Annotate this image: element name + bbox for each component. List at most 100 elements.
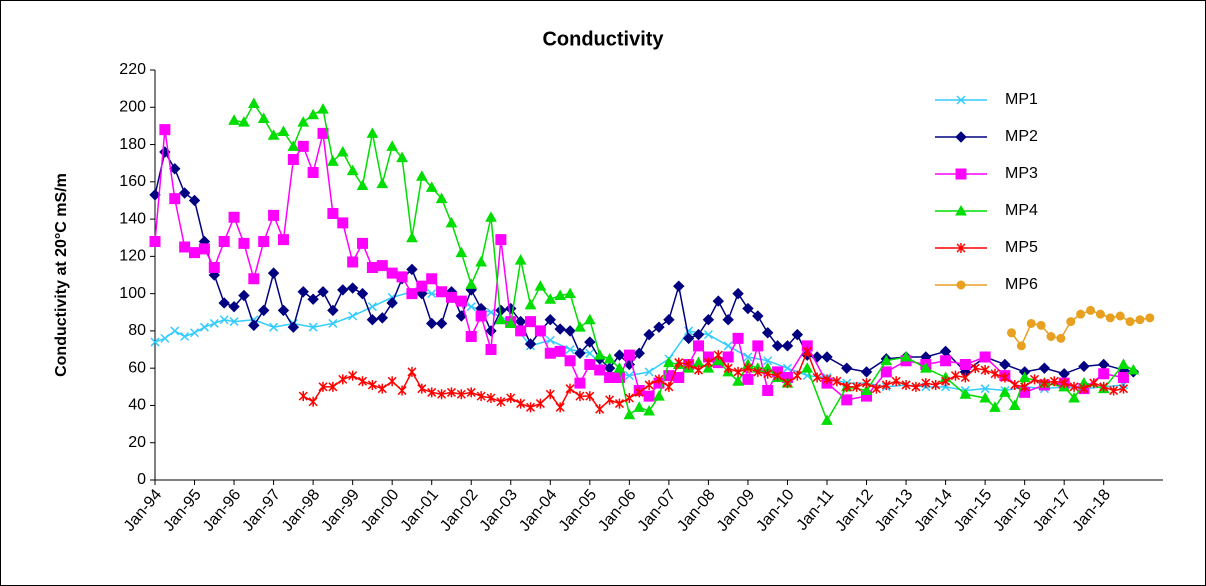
marker bbox=[445, 291, 457, 303]
marker bbox=[623, 408, 636, 420]
legend-label: MP6 bbox=[1005, 276, 1038, 293]
marker bbox=[208, 262, 220, 274]
marker bbox=[159, 124, 171, 136]
marker bbox=[1066, 317, 1076, 327]
y-tick-label: 80 bbox=[128, 322, 146, 339]
marker bbox=[436, 286, 448, 298]
marker bbox=[702, 362, 715, 373]
marker bbox=[396, 271, 408, 283]
marker bbox=[425, 181, 438, 192]
y-tick-label: 120 bbox=[119, 248, 146, 265]
marker bbox=[960, 372, 970, 383]
marker bbox=[268, 209, 280, 221]
marker bbox=[644, 379, 654, 390]
marker bbox=[287, 153, 299, 165]
marker bbox=[1115, 311, 1125, 321]
marker bbox=[445, 216, 458, 228]
marker bbox=[169, 193, 181, 205]
marker bbox=[416, 280, 428, 292]
marker bbox=[634, 387, 644, 398]
marker bbox=[1036, 320, 1046, 330]
marker bbox=[407, 366, 417, 377]
marker bbox=[367, 302, 377, 312]
marker bbox=[564, 355, 576, 367]
marker bbox=[643, 390, 655, 402]
marker bbox=[376, 177, 389, 189]
marker bbox=[684, 359, 694, 370]
legend-marker bbox=[956, 280, 966, 290]
marker bbox=[999, 358, 1011, 371]
marker bbox=[466, 387, 476, 398]
marker bbox=[189, 328, 200, 338]
marker bbox=[623, 349, 635, 361]
marker bbox=[1026, 318, 1036, 328]
marker bbox=[348, 311, 358, 321]
marker bbox=[822, 374, 832, 385]
marker bbox=[554, 345, 566, 357]
legend-label: MP3 bbox=[1005, 165, 1038, 182]
marker bbox=[1068, 391, 1080, 403]
marker bbox=[1089, 378, 1099, 389]
marker bbox=[921, 378, 931, 389]
marker bbox=[654, 374, 664, 385]
marker bbox=[821, 414, 833, 425]
marker bbox=[525, 316, 537, 328]
marker bbox=[297, 116, 310, 127]
marker bbox=[753, 366, 763, 377]
marker bbox=[554, 289, 567, 300]
marker bbox=[417, 383, 427, 394]
marker bbox=[959, 388, 972, 399]
marker bbox=[802, 371, 812, 381]
marker bbox=[871, 383, 881, 394]
marker bbox=[466, 302, 476, 312]
marker bbox=[743, 352, 753, 362]
marker bbox=[376, 312, 389, 324]
marker bbox=[613, 372, 625, 383]
marker bbox=[614, 398, 625, 409]
marker bbox=[1069, 381, 1079, 392]
marker bbox=[565, 345, 575, 355]
y-tick-label: 60 bbox=[128, 359, 146, 376]
marker bbox=[970, 363, 980, 374]
marker bbox=[307, 293, 319, 305]
marker bbox=[643, 328, 655, 341]
marker bbox=[979, 351, 991, 363]
marker bbox=[406, 263, 418, 276]
marker bbox=[426, 273, 438, 285]
marker bbox=[425, 317, 438, 330]
marker bbox=[901, 379, 911, 390]
marker bbox=[979, 391, 991, 403]
marker bbox=[427, 387, 437, 398]
marker bbox=[346, 164, 359, 176]
marker bbox=[959, 358, 971, 370]
marker bbox=[585, 391, 595, 402]
legend-marker bbox=[955, 204, 967, 216]
marker bbox=[356, 287, 369, 300]
marker bbox=[703, 357, 713, 368]
marker bbox=[555, 402, 565, 413]
marker bbox=[1008, 399, 1021, 410]
marker bbox=[366, 127, 379, 138]
marker bbox=[732, 332, 744, 344]
marker bbox=[763, 368, 773, 379]
marker bbox=[189, 247, 201, 259]
marker bbox=[663, 314, 675, 326]
marker bbox=[653, 321, 665, 333]
marker bbox=[722, 351, 734, 363]
marker bbox=[752, 310, 764, 322]
marker bbox=[456, 389, 466, 400]
marker bbox=[366, 262, 378, 274]
marker bbox=[228, 114, 240, 125]
marker bbox=[516, 398, 526, 409]
marker bbox=[219, 315, 229, 325]
marker bbox=[346, 282, 359, 294]
marker bbox=[149, 235, 161, 247]
marker bbox=[999, 386, 1011, 397]
y-tick-label: 140 bbox=[119, 210, 146, 227]
marker bbox=[852, 381, 862, 392]
marker bbox=[624, 393, 634, 403]
marker bbox=[919, 362, 932, 373]
marker bbox=[406, 288, 418, 300]
marker bbox=[842, 381, 852, 392]
marker bbox=[564, 325, 576, 337]
